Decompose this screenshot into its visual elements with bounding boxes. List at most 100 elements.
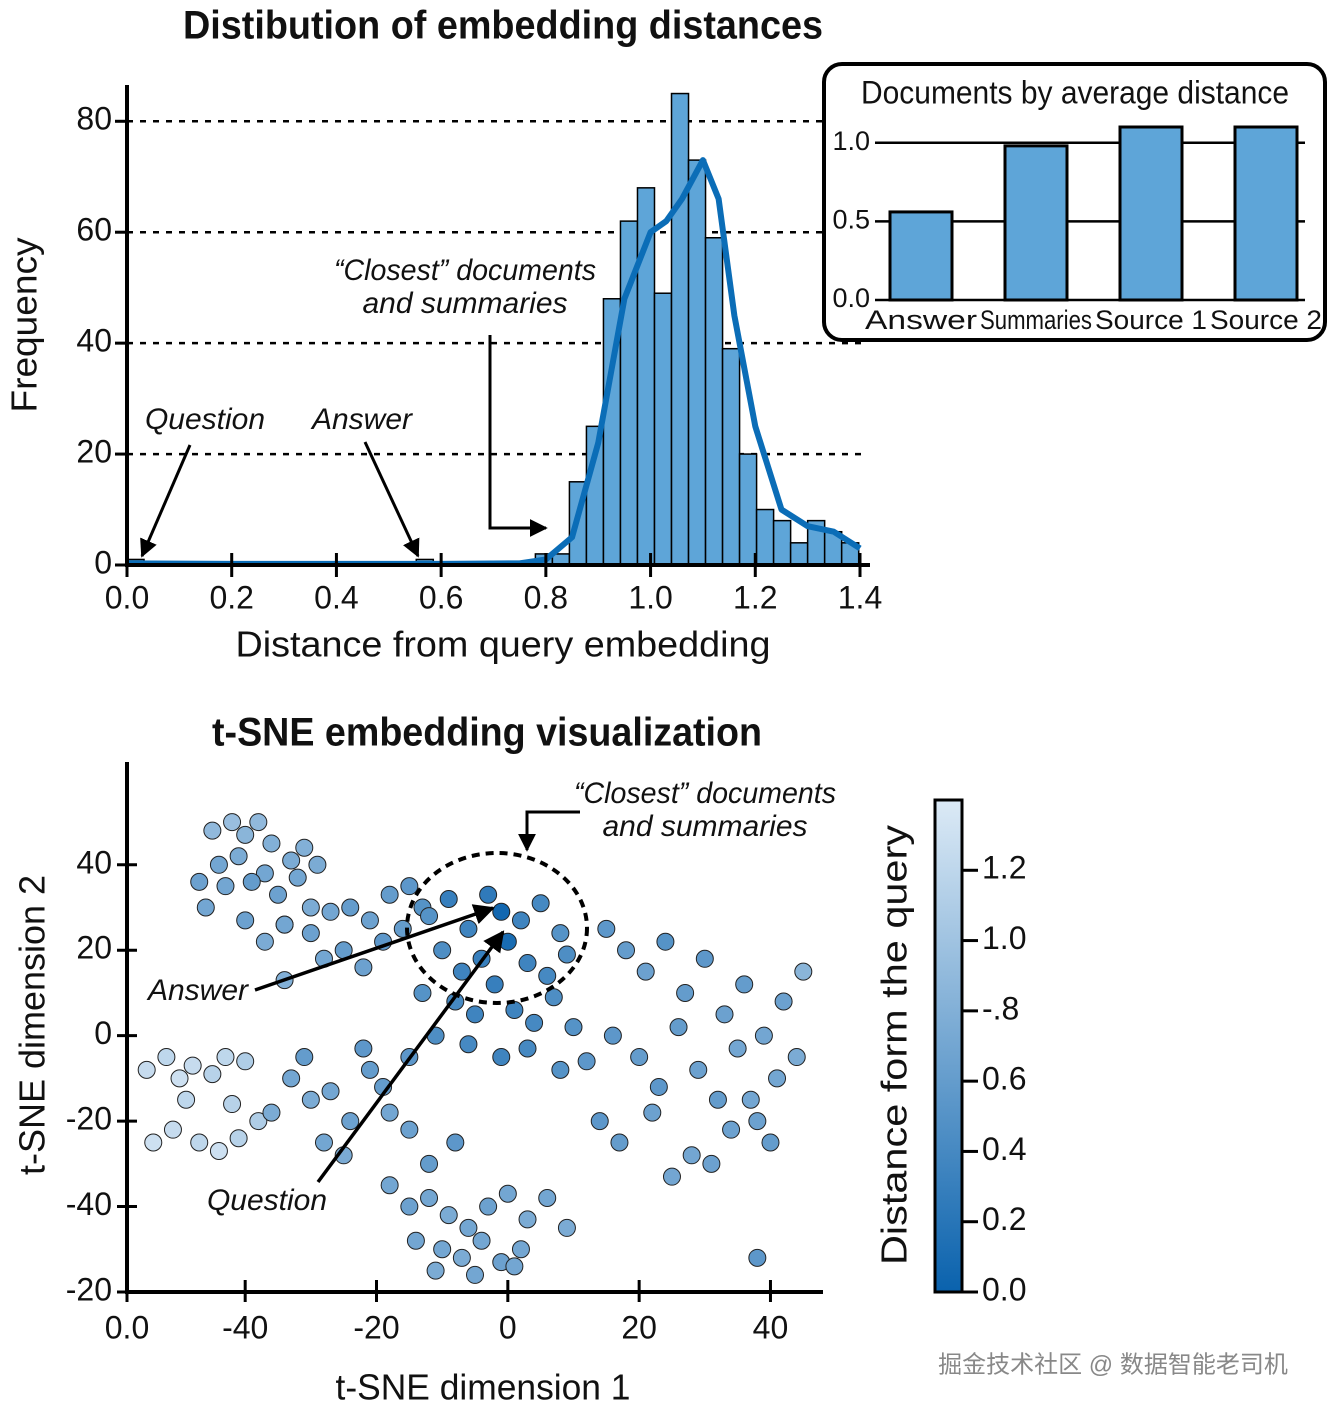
x-tick-label: Answer	[865, 305, 977, 335]
bar	[721, 347, 741, 566]
point	[183, 1056, 202, 1075]
point	[459, 1218, 478, 1237]
point	[420, 1189, 439, 1208]
y-tick-label: -40	[66, 1186, 112, 1222]
point	[531, 894, 550, 913]
point	[452, 1248, 471, 1267]
point	[341, 898, 360, 917]
point	[636, 962, 655, 981]
point	[505, 1257, 524, 1276]
point	[498, 1184, 517, 1203]
point	[354, 958, 373, 977]
closest-circle	[405, 851, 589, 1005]
y-tick-label: 0	[94, 1015, 112, 1051]
point	[669, 1018, 688, 1037]
x-tick-label: 0.8	[524, 579, 568, 615]
point	[446, 1133, 465, 1152]
colorbar-tick-label: -.8	[982, 990, 1019, 1026]
y-tick-label: 40	[76, 844, 112, 880]
point	[472, 1231, 491, 1250]
x-tick-label: Source 2	[1210, 305, 1322, 335]
x-tick-label: 0.0	[105, 1309, 149, 1345]
arrow	[254, 904, 495, 992]
point	[262, 1103, 281, 1122]
point	[209, 855, 228, 874]
point	[400, 877, 419, 896]
annotation: Question	[207, 1184, 327, 1217]
annotation: Answer	[310, 403, 413, 436]
annotation: Question	[145, 403, 265, 436]
point	[301, 1090, 320, 1109]
point	[249, 1112, 268, 1131]
point	[400, 1197, 419, 1216]
y-axis-label: t-SNE dimension 2	[12, 875, 53, 1175]
point	[610, 1133, 629, 1152]
point	[735, 975, 754, 994]
colorbar-tick-label: 1.0	[982, 920, 1026, 956]
point	[157, 1048, 176, 1067]
point	[236, 1052, 255, 1071]
y-tick-label: 20	[76, 930, 112, 966]
point	[544, 988, 563, 1007]
point	[538, 966, 557, 985]
point	[459, 1035, 478, 1054]
point	[439, 889, 458, 908]
point	[492, 902, 511, 921]
point	[282, 851, 301, 870]
point	[689, 1060, 708, 1079]
chart-title: t-SNE embedding visualization	[212, 711, 762, 755]
y-tick-label: -20	[66, 1101, 112, 1137]
point	[748, 1112, 767, 1131]
scatter-annotations: “Closest” documents and summaries Answer…	[146, 777, 1288, 1378]
point	[400, 1120, 419, 1139]
point	[380, 885, 399, 904]
point	[223, 813, 242, 832]
point	[209, 1142, 228, 1161]
point	[308, 855, 327, 874]
point	[794, 962, 813, 981]
point	[597, 919, 616, 938]
bar	[1118, 125, 1184, 302]
annotation: and summaries	[362, 287, 567, 320]
point	[354, 1039, 373, 1058]
arrow	[518, 810, 580, 852]
point	[321, 902, 340, 921]
point	[144, 1133, 163, 1152]
point	[617, 941, 636, 960]
point	[203, 1065, 222, 1084]
arrow	[316, 930, 505, 1184]
point	[479, 1197, 498, 1216]
watermark: 掘金技术社区 @ 数据智能老司机	[938, 1351, 1288, 1378]
x-tick-label: 40	[753, 1309, 789, 1345]
point	[662, 1167, 681, 1186]
x-tick-label: 1.4	[838, 579, 882, 615]
point	[321, 1082, 340, 1101]
point	[262, 834, 281, 853]
point	[301, 924, 320, 943]
point	[420, 1154, 439, 1173]
point	[170, 1069, 189, 1088]
x-tick-label: 0	[499, 1309, 517, 1345]
x-axis-label: Distance from query embedding	[236, 624, 771, 665]
point	[177, 1090, 196, 1109]
point	[229, 847, 248, 866]
point	[216, 877, 235, 896]
bar	[772, 519, 792, 566]
point	[420, 907, 439, 926]
point	[223, 1095, 242, 1114]
annotation: and summaries	[602, 810, 807, 843]
x-tick-label: Summaries	[980, 305, 1092, 335]
point	[137, 1060, 156, 1079]
point	[452, 962, 471, 981]
point	[413, 983, 432, 1002]
point	[538, 1189, 557, 1208]
point	[754, 1026, 773, 1045]
arrow	[488, 335, 548, 537]
scatter-chart: t-SNE embedding visualization t-SNE dime…	[12, 711, 1027, 1408]
y-tick-label: 0.0	[832, 283, 870, 313]
bar	[789, 542, 809, 566]
point	[643, 1103, 662, 1122]
point	[249, 813, 268, 832]
point	[314, 1133, 333, 1152]
annotation: “Closest” documents	[574, 777, 836, 810]
